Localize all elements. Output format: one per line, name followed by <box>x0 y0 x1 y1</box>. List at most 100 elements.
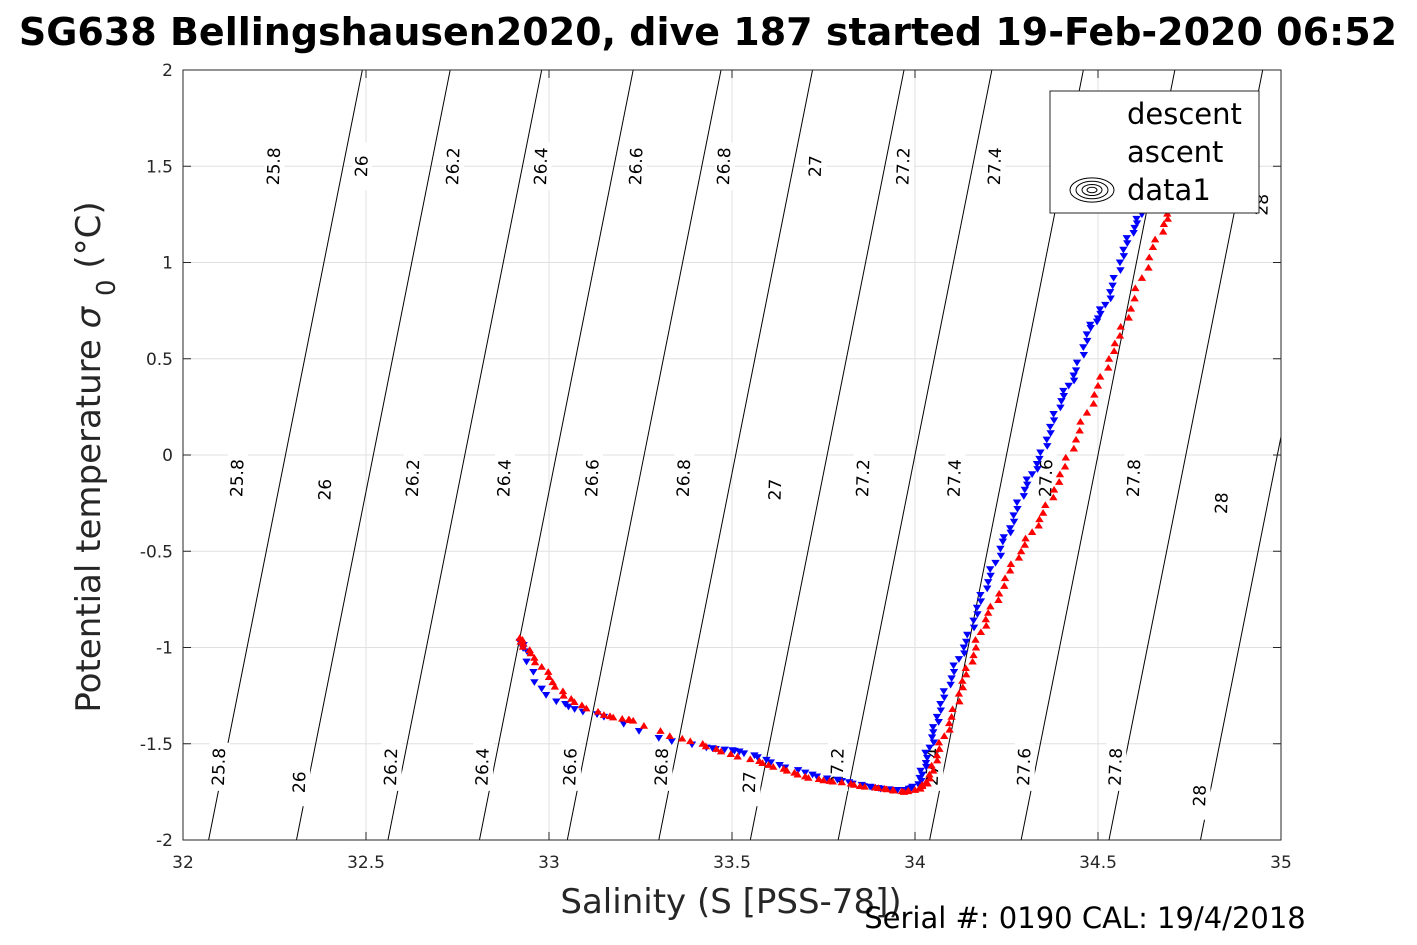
ascent-point <box>1126 304 1136 312</box>
descent-point <box>1096 310 1105 318</box>
ascent-point <box>929 766 938 774</box>
descent-point <box>925 744 934 752</box>
descent-point <box>1033 466 1042 473</box>
descent-point <box>1046 430 1055 437</box>
ascent-point <box>971 643 981 651</box>
descent-point <box>537 685 546 693</box>
descent-point <box>949 668 959 676</box>
contour-label: 26.8 <box>652 748 673 787</box>
contour-label-bg <box>290 758 311 807</box>
ascent-point <box>1034 521 1043 529</box>
descent-point <box>1057 398 1066 405</box>
contour-label: 26 <box>290 771 311 793</box>
ascent-point <box>984 609 993 616</box>
ascent-point <box>665 732 674 739</box>
contour-line-26-4 <box>478 70 634 840</box>
descent-point <box>954 656 964 663</box>
legend-contour-icon <box>1086 186 1098 194</box>
descent-point <box>1049 417 1059 425</box>
descent-point <box>634 727 644 735</box>
contour-label: 25.8 <box>227 459 248 498</box>
ascent-point <box>962 670 971 678</box>
y-tick-label: -2 <box>156 831 173 851</box>
descent-point <box>522 658 531 666</box>
svg-text:Potential temperature σ: Potential temperature σ 0 (°C) <box>69 201 122 712</box>
contour-label: 26.8 <box>674 459 695 498</box>
contour-label: 27.4 <box>945 459 966 498</box>
descent-point <box>1072 359 1082 367</box>
ascent-point <box>986 602 995 610</box>
contour-label: 27 <box>766 478 787 500</box>
contour-label: 26.2 <box>443 147 464 186</box>
descent-point <box>1106 295 1115 303</box>
descent-point <box>1132 215 1141 223</box>
ascent-point <box>1144 263 1153 271</box>
serial-cal-footer: Serial #: 0190 CAL: 19/4/2018 <box>864 901 1306 935</box>
ascent-point <box>793 770 802 778</box>
ascent-point <box>814 775 824 782</box>
ascent-point <box>1159 220 1169 227</box>
descent-point <box>929 729 938 736</box>
ascent-point <box>1035 515 1044 523</box>
contour-label: 26.6 <box>626 147 647 186</box>
descent-point <box>929 739 938 747</box>
contour-label-bg <box>209 742 230 791</box>
descent-point <box>1119 246 1128 254</box>
descent-point <box>985 566 995 573</box>
ascent-point <box>769 763 778 770</box>
descent-point <box>1115 259 1125 267</box>
descent-point <box>963 631 972 639</box>
descent-point <box>775 761 784 769</box>
descent-point <box>1042 436 1051 444</box>
ascent-point <box>608 713 618 721</box>
legend-label-ascent: ascent <box>1127 135 1223 169</box>
descent-point <box>973 611 982 618</box>
contour-label-bg <box>1124 454 1145 503</box>
ascent-point <box>526 649 535 657</box>
contour-label: 25.8 <box>264 147 285 186</box>
axis-ticks: 32 32.5 33 33.5 34 34.5 35 -2 -1.5 -1 -0.5 0 0.5 1 1.5… <box>140 61 1292 873</box>
ascent-point <box>1148 243 1158 251</box>
x-tick-label: 34 <box>904 853 926 873</box>
contour-label: 27.6 <box>1036 459 1057 498</box>
ascent-point <box>954 689 964 697</box>
descent-point <box>564 703 573 711</box>
descent-point <box>1013 505 1022 513</box>
descent-point <box>766 759 775 767</box>
descent-point <box>1032 461 1042 468</box>
contour-label: 25.8 <box>209 748 230 787</box>
ascent-point <box>969 651 978 659</box>
descent-point <box>1132 220 1142 228</box>
descent-point <box>822 775 832 783</box>
ascent-point <box>961 664 970 671</box>
ascent-point <box>726 750 735 757</box>
ascent-point <box>921 778 931 786</box>
descent-point <box>1082 331 1091 339</box>
x-tick-label: 33 <box>538 853 560 873</box>
contour-label-bg <box>1106 742 1127 791</box>
ascent-point <box>1076 417 1085 425</box>
ascent-point <box>837 778 846 786</box>
contour-label-bg <box>652 742 673 791</box>
ascent-point <box>927 761 936 769</box>
contour-label-bg <box>674 454 695 503</box>
ascent-point <box>1093 381 1103 389</box>
ascent-point <box>1060 462 1070 470</box>
ascent-point <box>518 643 528 650</box>
contour-label: 26.4 <box>472 748 493 787</box>
contour-label: 27.8 <box>1124 459 1145 498</box>
descent-point <box>936 707 946 715</box>
ascent-point <box>925 770 934 778</box>
descent-point <box>1009 512 1018 520</box>
descent-point <box>999 534 1009 541</box>
descent-point <box>1085 321 1095 329</box>
contour-label: 27.4 <box>985 147 1006 186</box>
ascent-point <box>1071 435 1081 443</box>
descent-point <box>1069 372 1078 380</box>
ascent-point <box>764 761 773 768</box>
ascent-point <box>758 759 767 766</box>
descent-point <box>1027 471 1037 479</box>
ascent-point <box>701 742 711 750</box>
ascent-point <box>804 773 813 781</box>
